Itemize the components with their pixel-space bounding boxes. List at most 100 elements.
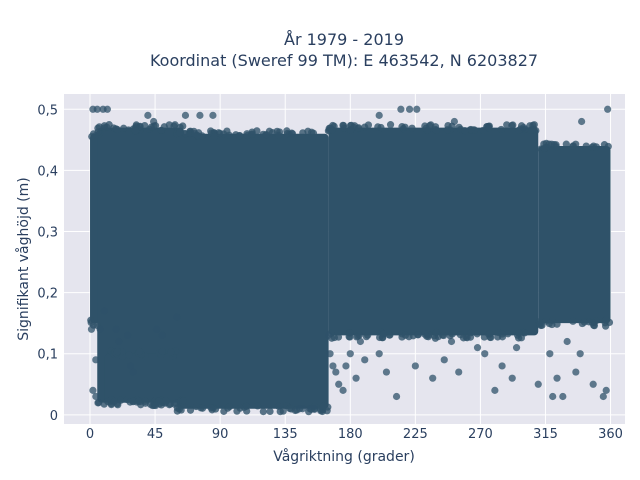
- data-point: [152, 325, 161, 333]
- edge-point: [94, 124, 102, 132]
- x-axis-title: Vågriktning (grader): [273, 448, 415, 465]
- dense-region: [104, 353, 177, 403]
- edge-point: [135, 347, 143, 356]
- edge-point: [120, 124, 128, 132]
- x-tick-label: 270: [468, 427, 493, 442]
- edge-point: [364, 331, 372, 339]
- data-point: [375, 350, 383, 358]
- data-point: [310, 405, 318, 413]
- data-point: [508, 374, 516, 382]
- edge-point: [515, 334, 523, 342]
- y-tick-labels: 0 0,1 0,2 0,3 0,4 0,5: [37, 103, 58, 424]
- data-point: [576, 350, 584, 358]
- edge-point: [572, 140, 580, 148]
- data-point: [288, 130, 297, 138]
- edge-point: [110, 397, 118, 406]
- data-point: [559, 392, 567, 401]
- data-point: [599, 392, 607, 401]
- data-point: [375, 111, 383, 119]
- edge-point: [473, 330, 481, 338]
- dense-region: [328, 127, 539, 336]
- x-tick-label: 90: [212, 427, 229, 442]
- edge-point: [210, 132, 219, 141]
- data-point: [382, 368, 391, 376]
- data-point: [447, 337, 456, 346]
- edge-point: [157, 126, 165, 134]
- data-point: [491, 386, 499, 394]
- x-tick-label: 360: [598, 427, 623, 442]
- data-point: [546, 350, 554, 358]
- edge-point: [604, 142, 612, 151]
- edge-point: [434, 333, 442, 341]
- edge-point: [125, 351, 133, 359]
- edge-point: [540, 144, 548, 152]
- edge-point: [448, 330, 456, 338]
- edge-point: [254, 402, 262, 410]
- edge-point: [588, 143, 596, 151]
- data-point: [103, 105, 111, 113]
- data-point: [413, 105, 421, 113]
- data-point: [335, 380, 343, 388]
- edge-point: [467, 329, 475, 337]
- data-point: [440, 356, 448, 364]
- data-point: [346, 350, 354, 358]
- data-point: [361, 356, 369, 364]
- data-point: [549, 392, 557, 401]
- data-point: [96, 325, 104, 333]
- scatter-points: [87, 105, 612, 413]
- edge-point: [191, 130, 199, 138]
- edge-point: [545, 140, 553, 148]
- edge-point: [283, 127, 291, 135]
- edge-point: [423, 332, 431, 340]
- edge-point: [100, 122, 109, 130]
- edge-point: [243, 407, 251, 415]
- edge-point: [279, 407, 287, 415]
- data-point: [429, 374, 437, 382]
- edge-point: [207, 404, 215, 412]
- data-point: [473, 344, 482, 352]
- edge-point: [487, 333, 495, 342]
- x-tick-labels: 0 45 90 135 180 225 270 315 360: [86, 427, 623, 442]
- data-point: [352, 374, 360, 382]
- x-tick-label: 135: [273, 427, 298, 442]
- edge-point: [401, 331, 409, 339]
- data-point: [150, 117, 158, 126]
- edge-point: [88, 132, 96, 141]
- edge-point: [131, 126, 140, 135]
- x-tick-label: 180: [338, 427, 363, 442]
- edge-point: [171, 121, 179, 129]
- data-point: [324, 331, 333, 339]
- data-point: [450, 117, 458, 126]
- data-point: [405, 105, 414, 113]
- dense-region: [538, 145, 611, 324]
- edge-point: [248, 130, 256, 138]
- data-point: [92, 392, 100, 401]
- edge-point: [426, 122, 434, 130]
- edge-point: [479, 126, 487, 135]
- data-point: [589, 380, 597, 388]
- data-point: [158, 331, 166, 339]
- data-point: [455, 368, 463, 376]
- edge-point: [414, 331, 422, 339]
- edge-point: [580, 318, 589, 326]
- edge-point: [198, 404, 207, 412]
- edge-point: [484, 124, 493, 132]
- edge-point: [87, 316, 95, 324]
- data-point: [481, 350, 489, 358]
- edge-point: [186, 406, 195, 414]
- edge-point: [329, 121, 337, 130]
- edge-point: [380, 330, 388, 338]
- x-tick-label: 0: [86, 427, 94, 442]
- edge-point: [347, 121, 355, 129]
- data-point: [356, 337, 365, 346]
- data-point: [181, 111, 190, 119]
- edge-point: [259, 408, 267, 416]
- x-tick-label: 315: [533, 427, 558, 442]
- dense-region: [176, 133, 329, 409]
- edge-point: [158, 347, 166, 356]
- edge-point: [408, 124, 416, 132]
- y-tick-label: 0,3: [37, 226, 58, 241]
- data-point: [100, 307, 109, 315]
- edge-point: [582, 142, 590, 150]
- edge-point: [262, 130, 270, 139]
